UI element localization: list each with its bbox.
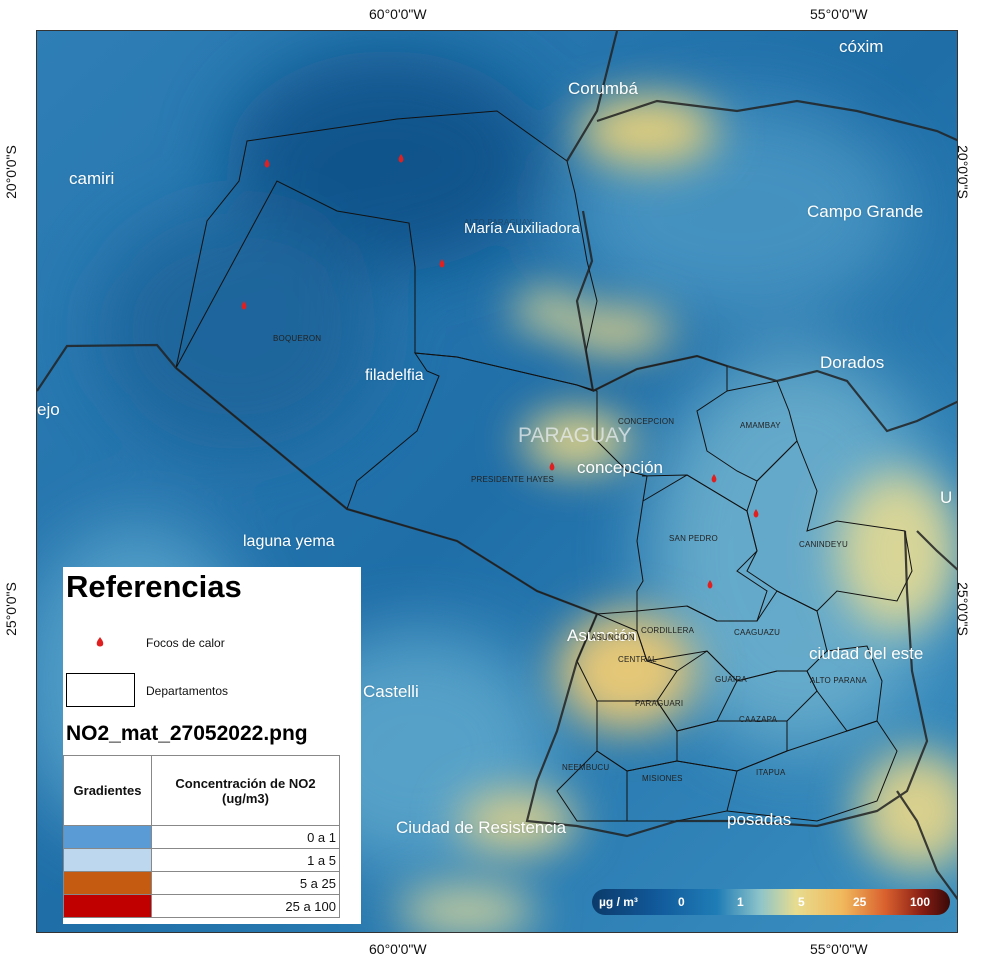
table-row: 25 a 100	[63, 894, 340, 918]
fire-hotspots	[241, 154, 759, 589]
dept-guaira: GUAIRA	[715, 675, 747, 684]
colorbar-tick-1: 1	[737, 895, 744, 909]
axis-bottom-60w: 60°0'0"W	[369, 941, 427, 957]
dept-amambay: AMAMBAY	[740, 421, 781, 430]
legend-file-name: NO2_mat_27052022.png	[66, 722, 308, 745]
axis-bottom-55w: 55°0'0"W	[810, 941, 868, 957]
colorbar: µg / m³ 0 1 5 25 100	[592, 889, 950, 915]
dept-central: CENTRAL	[618, 655, 657, 664]
city-dorados: Dorados	[820, 353, 885, 372]
dept-concepcion: CONCEPCION	[618, 417, 675, 426]
gradient-range-0: 0 a 1	[151, 825, 340, 849]
colorbar-tick-5: 5	[798, 895, 805, 909]
table-row: 1 a 5	[63, 848, 340, 872]
dept-misiones: MISIONES	[642, 774, 683, 783]
gradient-range-2: 5 a 25	[151, 871, 340, 895]
dept-itapua: ITAPUA	[756, 768, 786, 777]
city-camiri: camiri	[69, 169, 115, 188]
gradient-swatch-3	[63, 894, 152, 918]
dept-neembucu: NEEMBUCU	[562, 763, 610, 772]
country-label-paraguay: PARAGUAY	[518, 424, 632, 447]
legend-departamentos-label: Departamentos	[146, 684, 229, 698]
colorbar-tick-25: 25	[853, 895, 867, 909]
gradient-range-1: 1 a 5	[151, 848, 340, 872]
axis-top-60w: 60°0'0"W	[369, 6, 427, 22]
legend-departamentos-swatch	[66, 673, 135, 707]
legend-panel: Referencias Focos de calor Departamentos…	[63, 567, 361, 924]
dept-presidente-hayes: PRESIDENTE HAYES	[471, 475, 555, 484]
dept-paraguari: PARAGUARI	[635, 699, 684, 708]
dept-caazapa: CAAZAPA	[739, 715, 778, 724]
legend-title: Referencias	[66, 569, 242, 604]
dept-boqueron: BOQUERON	[273, 334, 322, 343]
gradient-swatch-2	[63, 871, 152, 895]
legend-focos-label: Focos de calor	[146, 636, 225, 650]
dept-caaguazu: CAAGUAZU	[734, 628, 781, 637]
dept-canindeyu: CANINDEYU	[799, 540, 848, 549]
city-posadas: posadas	[727, 810, 792, 829]
city-ciudad-del-este: ciudad del este	[809, 644, 924, 663]
gradient-range-3: 25 a 100	[151, 894, 340, 918]
city-corumba: Corumbá	[568, 79, 638, 98]
dept-alto-parana: ALTO PARANA	[810, 676, 867, 685]
city-filadelfia: filadelfia	[365, 367, 424, 384]
concentration-field	[37, 51, 947, 871]
city-campo-grande: Campo Grande	[807, 202, 924, 221]
dept-asuncion: ASUNCION	[591, 633, 635, 642]
city-coxim: cóxim	[839, 37, 884, 56]
city-u: U	[940, 488, 953, 507]
gradient-table: Gradientes Concentración de NO2 (ug/m3) …	[63, 755, 340, 918]
dept-san-pedro: SAN PEDRO	[669, 534, 718, 543]
dept-cordillera: CORDILLERA	[641, 626, 695, 635]
city-laguna-yema: laguna yema	[243, 533, 335, 550]
country-borders	[37, 31, 957, 901]
fire-icon	[96, 637, 104, 647]
table-row: 5 a 25	[63, 871, 340, 895]
gradient-swatch-0	[63, 825, 152, 849]
colorbar-tick-100: 100	[910, 895, 931, 909]
colorbar-tick-0: 0	[678, 895, 685, 909]
table-header-concentracion: Concentración de NO2 (ug/m3)	[151, 755, 340, 826]
city-ciudad-de-resistencia: Ciudad de Resistencia	[396, 818, 567, 837]
colorbar-unit: µg / m³	[599, 895, 638, 909]
city-jo: ejo	[37, 400, 60, 419]
city-concepcion: concepción	[577, 458, 664, 477]
gradient-swatch-1	[63, 848, 152, 872]
axis-top-55w: 55°0'0"W	[810, 6, 868, 22]
axis-left-25s: 25°0'0"S	[2, 582, 19, 636]
city-castelli: Castelli	[363, 682, 419, 701]
axis-left-20s: 20°0'0"S	[2, 145, 19, 199]
table-header-gradientes: Gradientes	[63, 755, 152, 826]
dept-alto-paraguay-faint: ALTO PARAGUAY	[464, 218, 533, 227]
city-maria-auxiliadora: María Auxiliadora	[464, 220, 580, 237]
high-no2-hotspots	[397, 96, 957, 932]
city-asuncion: Asunción	[567, 626, 637, 645]
table-row: 0 a 1	[63, 825, 340, 849]
